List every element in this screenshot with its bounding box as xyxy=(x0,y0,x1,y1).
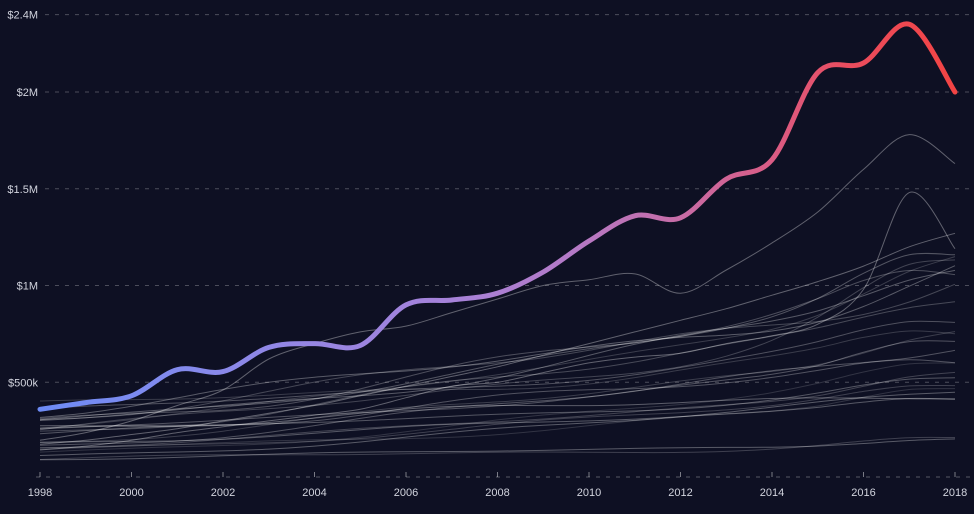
x-tick-label: 2014 xyxy=(760,487,784,499)
x-tick-label: 2016 xyxy=(851,487,875,499)
x-tick-label: 2002 xyxy=(211,487,235,499)
background-line xyxy=(39,391,956,456)
y-axis-labels: $2.4M $2M $1.5M $1M $500k xyxy=(7,10,38,390)
peer-line-peer-steady xyxy=(39,232,956,445)
background-line xyxy=(39,438,956,461)
background-lines xyxy=(39,252,956,461)
background-line xyxy=(39,377,956,435)
main-series-line xyxy=(37,21,958,412)
peer-lines xyxy=(39,134,956,451)
x-tick-label: 2018 xyxy=(943,487,967,499)
background-line xyxy=(39,259,956,431)
background-line xyxy=(39,320,956,409)
x-tick-label: 2006 xyxy=(394,487,418,499)
y-tick-label: $500k xyxy=(8,377,38,389)
background-line xyxy=(39,384,956,450)
y-tick-label: $2M xyxy=(17,87,38,99)
peer-line-peer-spike xyxy=(39,191,956,451)
background-line xyxy=(39,340,956,429)
y-gridlines xyxy=(45,14,974,383)
x-tick-label: 2010 xyxy=(577,487,601,499)
background-line xyxy=(39,265,956,418)
x-axis-ticks xyxy=(39,472,956,477)
background-line xyxy=(39,330,956,402)
background-line xyxy=(39,283,956,420)
background-line xyxy=(39,362,956,453)
background-line xyxy=(39,349,956,446)
background-line xyxy=(39,331,956,443)
x-axis-labels: 1998 2000 2002 2004 2006 2008 2010 2012 2014 2016… xyxy=(28,487,967,499)
background-line xyxy=(39,301,956,432)
x-tick-label: 1998 xyxy=(28,487,52,499)
x-tick-label: 2004 xyxy=(302,487,326,499)
x-tick-label: 2012 xyxy=(668,487,692,499)
background-line xyxy=(39,388,956,449)
background-line xyxy=(39,269,956,419)
peer-line-peer-top xyxy=(39,134,956,441)
background-line xyxy=(39,359,956,430)
background-line xyxy=(39,397,956,443)
background-line xyxy=(39,397,956,427)
background-line xyxy=(39,371,956,449)
background-line xyxy=(39,269,956,421)
x-tick-label: 2008 xyxy=(485,487,509,499)
x-tick-label: 2000 xyxy=(119,487,143,499)
background-line xyxy=(39,252,956,421)
background-line xyxy=(39,436,956,460)
y-tick-label: $1M xyxy=(17,281,38,293)
background-line xyxy=(39,256,956,429)
y-tick-label: $1.5M xyxy=(7,184,38,196)
y-tick-label: $2.4M xyxy=(7,10,38,22)
